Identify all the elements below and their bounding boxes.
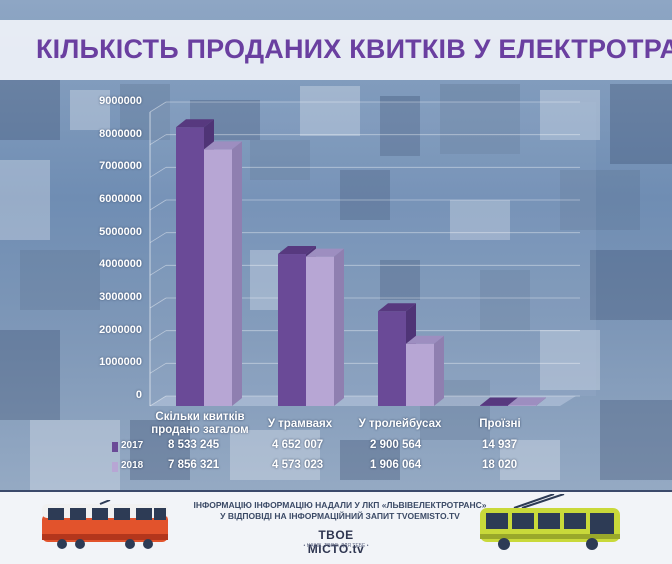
y-tick-label: 3000000 bbox=[99, 291, 142, 303]
legend-swatch-2017 bbox=[112, 442, 118, 452]
bar-side-2018 bbox=[232, 141, 242, 407]
city-block bbox=[20, 250, 100, 310]
gridline-diagonal bbox=[149, 264, 167, 276]
bar-side-2018 bbox=[434, 335, 444, 406]
gridline-diagonal bbox=[149, 166, 167, 178]
data-label: 2 900 564 bbox=[370, 439, 422, 451]
city-block bbox=[540, 330, 600, 390]
city-block bbox=[130, 420, 190, 480]
city-block bbox=[0, 80, 60, 140]
city-block bbox=[230, 430, 320, 480]
data-label: 1 906 064 bbox=[370, 459, 422, 471]
bar-top-2017 bbox=[480, 397, 518, 406]
city-block bbox=[0, 330, 60, 420]
bar-top-2017 bbox=[176, 119, 214, 128]
category-label: Скільки квитків продано загалом bbox=[151, 411, 249, 436]
data-label: 4 573 023 bbox=[272, 459, 324, 471]
bar-2017 bbox=[176, 127, 204, 407]
city-block bbox=[590, 250, 672, 320]
legend-label-2018: 2018 bbox=[121, 460, 144, 471]
city-block bbox=[70, 90, 110, 130]
data-label: 7 856 321 bbox=[168, 459, 220, 471]
bar-top-2018 bbox=[508, 397, 546, 406]
bar-top-2018 bbox=[406, 335, 444, 344]
gridline-diagonal bbox=[149, 395, 167, 407]
gridline-diagonal bbox=[149, 199, 167, 211]
bar-chart bbox=[149, 101, 596, 407]
gridline-diagonal bbox=[149, 134, 167, 146]
gridline-diagonal bbox=[149, 232, 167, 244]
tvoemisto-logo[interactable]: TBOE MICTO.tv • НАШЕ. ТВОЄ. ДЛЯ ТЕБЕ • bbox=[303, 528, 369, 556]
city-block bbox=[600, 400, 672, 480]
tram-illustration bbox=[42, 500, 168, 549]
city-block bbox=[120, 84, 170, 140]
plot-floor bbox=[150, 396, 576, 406]
y-tick-label: 6000000 bbox=[99, 193, 142, 205]
legend-swatch-2018 bbox=[112, 462, 118, 472]
y-tick-label: 9000000 bbox=[99, 95, 142, 107]
data-label: 4 652 007 bbox=[272, 439, 324, 451]
category-label: У трамваях bbox=[267, 418, 333, 430]
city-block bbox=[480, 270, 530, 330]
y-tick-label: 7000000 bbox=[99, 160, 142, 173]
gridline-diagonal bbox=[149, 101, 167, 113]
plot-area bbox=[150, 102, 596, 406]
bar-top-2018 bbox=[306, 248, 344, 257]
bar-top-2018 bbox=[204, 141, 242, 150]
title-band bbox=[0, 20, 672, 80]
city-block bbox=[380, 260, 420, 300]
bar-2018 bbox=[508, 405, 536, 406]
city-block bbox=[300, 86, 360, 136]
bar-2017 bbox=[378, 311, 406, 406]
city-block bbox=[250, 250, 280, 310]
y-tick-label: 1000000 bbox=[99, 356, 142, 369]
city-block bbox=[340, 440, 400, 480]
bar-2018 bbox=[306, 256, 334, 406]
city-block bbox=[440, 84, 520, 154]
bar-2018 bbox=[406, 343, 434, 406]
source-note: ІНФОРМАЦІЮ ІНФОРМАЦІЮ НАДАЛИ У ЛКП «ЛЬВІ… bbox=[193, 500, 487, 521]
bar-top-2017 bbox=[278, 246, 316, 255]
category-label: Проїзні bbox=[479, 418, 521, 430]
bar-side-2018 bbox=[536, 397, 546, 406]
y-tick-label: 2000000 bbox=[99, 323, 142, 336]
y-tick-label: 8000000 bbox=[99, 127, 142, 140]
gridline-diagonal bbox=[149, 362, 167, 374]
city-block bbox=[0, 160, 50, 240]
city-block bbox=[540, 90, 600, 140]
gridline-diagonal bbox=[149, 330, 167, 342]
data-label: 8 533 245 bbox=[168, 439, 220, 451]
data-label: 18 020 bbox=[482, 459, 518, 471]
y-tick-label: 4000000 bbox=[99, 258, 142, 271]
data-label: 14 937 bbox=[482, 439, 518, 451]
footer-divider bbox=[0, 490, 672, 492]
city-block bbox=[250, 140, 310, 180]
gridline-diagonal bbox=[149, 297, 167, 309]
city-block bbox=[340, 170, 390, 220]
chart-title: КІЛЬКІСТЬ ПРОДАНИХ КВИТКІВ У ЕЛЕКТРОТРАН… bbox=[36, 34, 672, 64]
y-tick-label: 5000000 bbox=[99, 225, 142, 238]
bar-top-2017 bbox=[378, 303, 416, 312]
legend-label-2017: 2017 bbox=[121, 440, 144, 451]
bar-2018 bbox=[204, 149, 232, 407]
bar-side-2018 bbox=[334, 248, 344, 406]
category-label: У тролейбусах bbox=[358, 418, 442, 430]
trolleybus-illustration bbox=[480, 494, 620, 550]
city-block bbox=[560, 170, 640, 230]
y-tick-label: 0 bbox=[135, 389, 142, 401]
city-block bbox=[30, 420, 120, 490]
city-block bbox=[500, 440, 560, 480]
bar-2017 bbox=[278, 254, 306, 406]
city-block bbox=[380, 96, 420, 156]
city-block bbox=[610, 84, 672, 164]
city-block bbox=[450, 200, 510, 240]
